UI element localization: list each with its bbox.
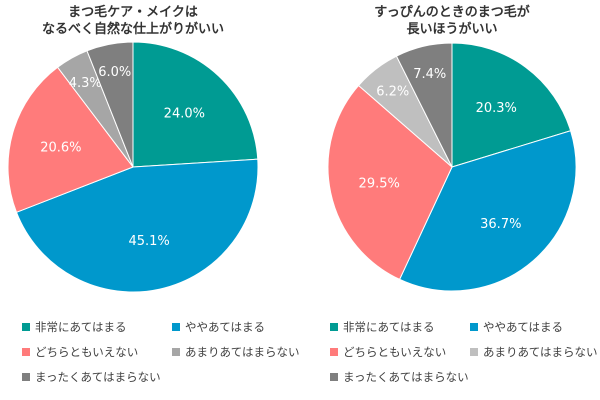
legend-item: あまりあてはまらない [470, 344, 598, 360]
legend-item: 非常にあてはまる [330, 319, 435, 335]
data-label: 4.3% [69, 76, 102, 91]
pie-slice [395, 42, 453, 168]
legend-item: 非常にあてはまる [22, 319, 127, 335]
legend-swatch [22, 373, 30, 381]
legend-swatch [470, 323, 478, 331]
data-label: 29.5% [359, 176, 400, 191]
legend-swatch [22, 323, 30, 331]
legend-label: どちらともいえない [35, 345, 139, 359]
legend-label: ややあてはまる [483, 320, 564, 334]
pie-slice [451, 42, 572, 168]
pie-slice [132, 41, 259, 168]
pie-slice [398, 130, 577, 292]
legend-item: あまりあてはまらない [172, 344, 300, 360]
legend-item: ややあてはまる [470, 319, 563, 335]
data-label: 6.0% [98, 65, 131, 80]
legend-swatch [22, 348, 30, 356]
legend-swatch [470, 348, 478, 356]
pie-slice [7, 66, 134, 213]
chart-2-title: すっぴんのときのまつ毛が 長いほうがいい [374, 5, 530, 37]
legend-item: まったくあてはまらない [22, 369, 161, 385]
data-label: 20.3% [476, 101, 517, 116]
data-label: 24.0% [164, 106, 205, 121]
legend-swatch [172, 348, 180, 356]
data-label: 6.2% [376, 85, 409, 100]
chart-1-title: まつ毛ケア・メイクは なるべく自然な仕上がりがいい [41, 5, 224, 37]
legend-label: あまりあてはまらない [185, 345, 300, 359]
pie-slice [86, 41, 134, 168]
legend-item: ややあてはまる [172, 319, 265, 335]
legend-item: まったくあてはまらない [330, 369, 469, 385]
legend-label: 非常にあてはまる [343, 320, 435, 334]
legend-swatch [330, 373, 338, 381]
legend-item: どちらともいえない [22, 344, 138, 360]
data-label: 36.7% [480, 217, 521, 232]
legend-label: あまりあてはまらない [483, 345, 598, 359]
legend-label: まったくあてはまらない [343, 370, 469, 384]
data-label: 20.6% [40, 141, 81, 156]
data-label: 7.4% [413, 67, 446, 82]
legend-label: ややあてはまる [185, 320, 266, 334]
data-label: 45.1% [128, 234, 169, 249]
legend-item: どちらともいえない [330, 344, 446, 360]
legend-swatch [330, 348, 338, 356]
legend-label: 非常にあてはまる [35, 320, 127, 334]
pie-slice [327, 84, 453, 281]
legend-label: どちらともいえない [343, 345, 447, 359]
legend-swatch [172, 323, 180, 331]
legend-swatch [330, 323, 338, 331]
legend-label: まったくあてはまらない [35, 370, 161, 384]
pie-slice [15, 158, 259, 293]
